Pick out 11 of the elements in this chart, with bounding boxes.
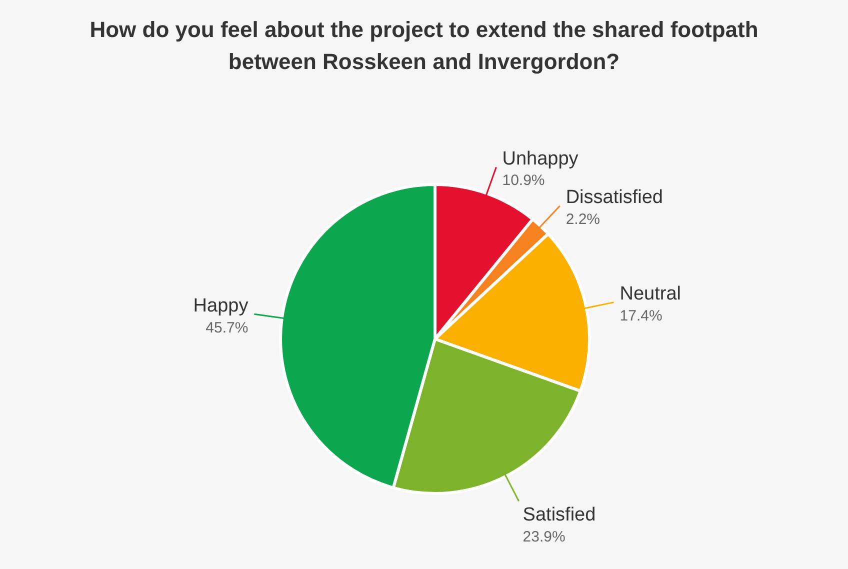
data-label: 2.2% (566, 211, 600, 228)
slice-label: Unhappy (502, 148, 579, 170)
chart-title: How do you feel about the project to extend the shared footpath between Rosskeen and Invergordon? (88, 16, 760, 76)
data-label: 45.7% (206, 319, 248, 336)
slice-label: Dissatisfied (566, 187, 663, 208)
data-label: 10.9% (502, 172, 545, 190)
slice-label: Neutral (620, 284, 682, 305)
data-label: 23.9% (522, 528, 566, 546)
slice-label: Happy (193, 295, 249, 316)
slice-label: Satisfied (522, 504, 596, 526)
data-label: 17.4% (620, 307, 662, 324)
